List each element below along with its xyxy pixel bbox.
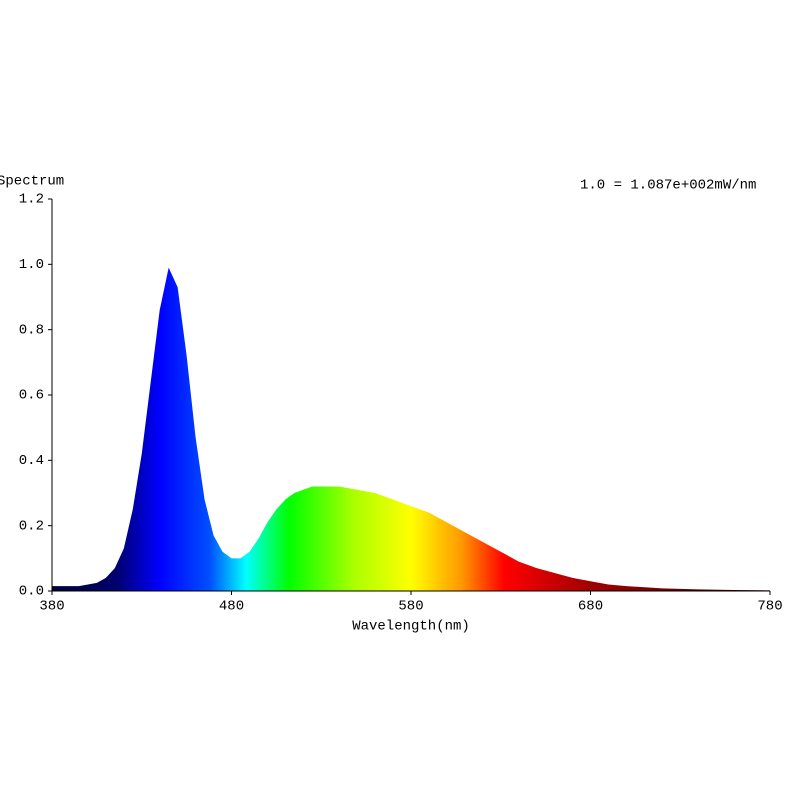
spectrum-area	[52, 267, 770, 591]
y-tick-label: 0.2	[19, 518, 44, 534]
y-tick-label: 0.8	[19, 322, 44, 338]
x-tick-label: 380	[39, 599, 64, 615]
y-tick-label: 1.2	[19, 192, 44, 208]
y-tick-label: 1.0	[19, 257, 44, 273]
x-tick-label: 680	[578, 599, 603, 615]
x-tick-label: 780	[757, 599, 782, 615]
annotation: 1.0 = 1.087e+002mW/nm	[580, 178, 756, 194]
chart-title: Spectrum	[0, 174, 64, 190]
y-tick-label: 0.4	[19, 453, 44, 469]
y-tick-label: 0.0	[19, 584, 44, 600]
x-tick-label: 580	[398, 599, 423, 615]
x-axis-label: Wavelength(nm)	[352, 619, 470, 635]
x-tick-label: 480	[219, 599, 244, 615]
y-tick-label: 0.6	[19, 388, 44, 404]
